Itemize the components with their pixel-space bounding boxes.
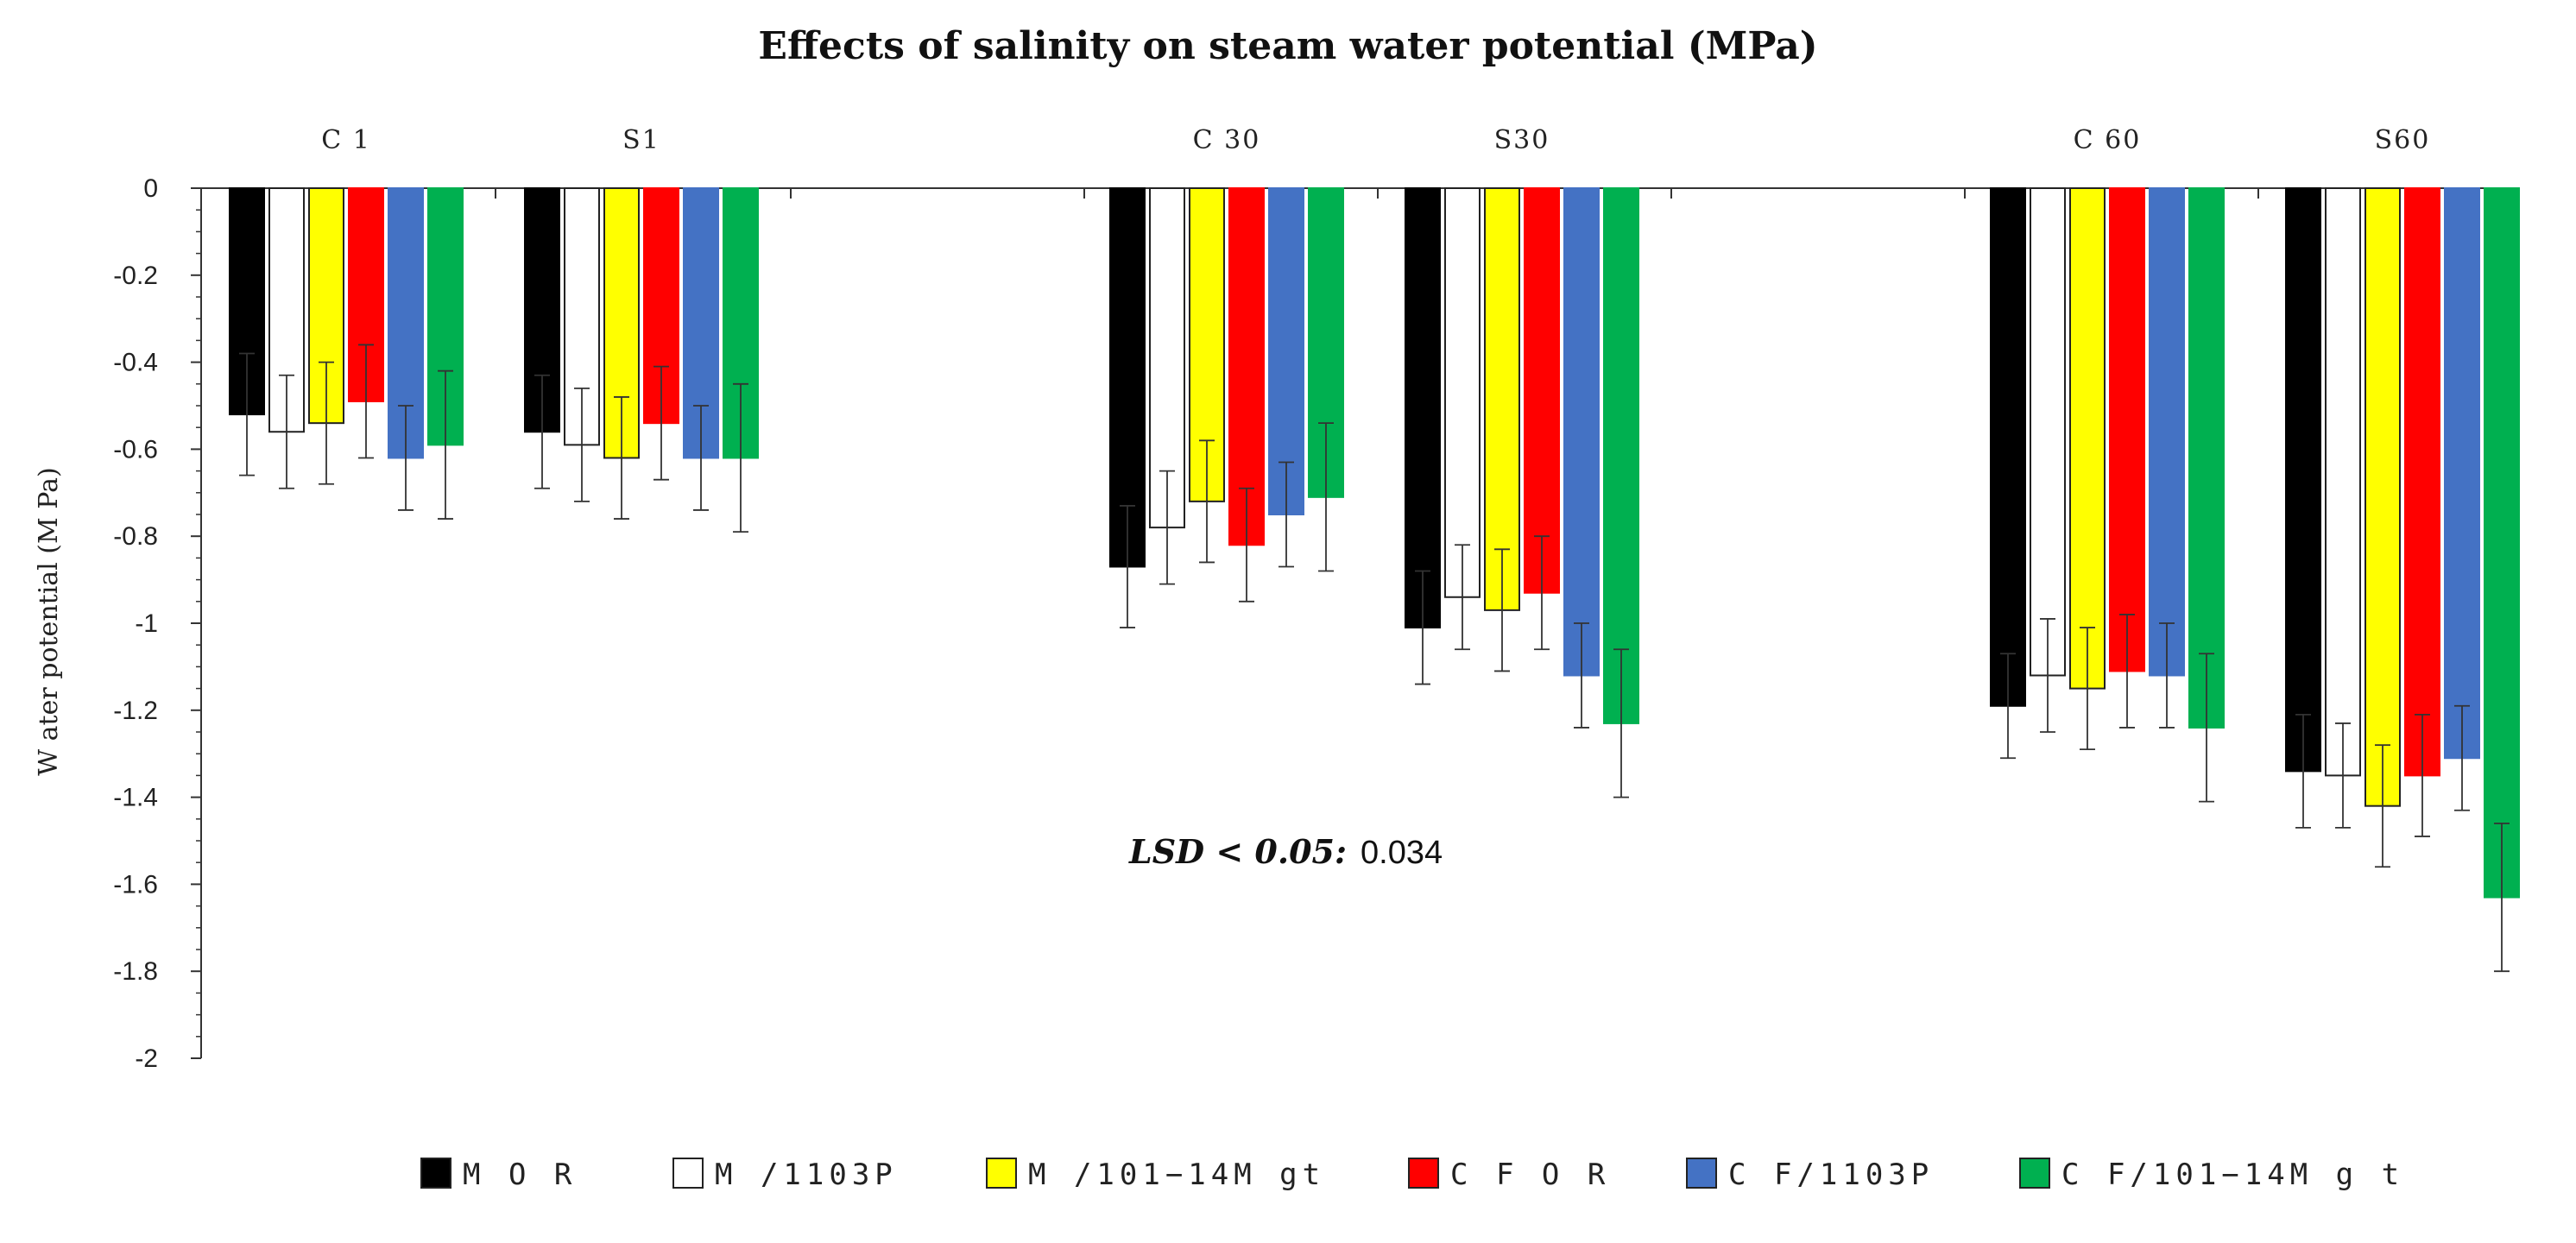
bar	[388, 187, 424, 459]
legend-swatch	[420, 1158, 451, 1189]
bar	[2030, 187, 2066, 677]
legend-label: C F O R	[1450, 1158, 1610, 1192]
bar	[1268, 187, 1304, 515]
category-label: C 60	[2074, 125, 2142, 155]
legend-swatch	[986, 1158, 1017, 1189]
y-tick-label: 0	[143, 174, 158, 203]
bar	[268, 187, 305, 433]
legend-swatch	[1686, 1158, 1717, 1189]
lsd-annotation: LSD < 0.05: 0.034	[1128, 832, 1443, 871]
legend: M O R M /1103P M /101−14M gt C F O R C F/110…	[420, 1158, 2404, 1192]
bar	[2484, 187, 2520, 899]
bar	[1444, 187, 1481, 598]
y-axis-label: W ater potential (M Pa)	[34, 467, 64, 775]
legend-label: C F/1103P	[1728, 1158, 1934, 1192]
bar	[2069, 187, 2106, 690]
bar	[1405, 187, 1441, 629]
category-label: S1	[622, 125, 660, 155]
legend-swatch	[1408, 1158, 1439, 1189]
category-label: S30	[1494, 125, 1550, 155]
legend-label: M /1103P	[715, 1158, 898, 1192]
bar	[1603, 187, 1639, 724]
legend-label: C F/101−14M g t	[2061, 1158, 2404, 1192]
bar	[1228, 187, 1265, 546]
bar	[723, 187, 759, 459]
bar	[1563, 187, 1600, 677]
y-tick-label: -2	[135, 1044, 158, 1073]
category-label: C 1	[321, 125, 371, 155]
category-label: S60	[2375, 125, 2431, 155]
legend-swatch	[672, 1158, 704, 1189]
bar	[1109, 187, 1146, 568]
bars	[229, 187, 2520, 973]
bar	[2325, 187, 2361, 777]
bar	[2285, 187, 2321, 773]
bar	[2188, 187, 2225, 729]
bar	[2404, 187, 2440, 777]
chart-title: Effects of salinity on steam water poten…	[758, 24, 1817, 68]
bar	[2364, 187, 2401, 807]
y-tick-label: -0.8	[113, 522, 158, 551]
y-tick-label: -1.8	[113, 957, 158, 986]
bar	[2444, 187, 2480, 760]
y-tick-label: -1.4	[113, 784, 158, 812]
y-tick-label: -1	[135, 609, 158, 638]
y-tick-label: -0.4	[113, 349, 158, 377]
lsd-label: LSD < 0.05:	[1128, 832, 1347, 871]
lsd-value: 0.034	[1361, 835, 1443, 871]
legend-swatch	[2019, 1158, 2050, 1189]
bar	[1524, 187, 1560, 594]
y-tick-label: -0.6	[113, 435, 158, 464]
legend-label: M O R	[463, 1158, 577, 1192]
bar	[2149, 187, 2185, 677]
legend-label: M /101−14M gt	[1028, 1158, 1325, 1192]
bar	[1484, 187, 1520, 611]
bar	[2109, 187, 2145, 672]
y-tick-label: -1.6	[113, 870, 158, 899]
category-label: C 30	[1193, 125, 1261, 155]
y-tick-label: -0.2	[113, 262, 158, 290]
y-tick-label: -1.2	[113, 697, 158, 725]
bar	[1990, 187, 2026, 707]
